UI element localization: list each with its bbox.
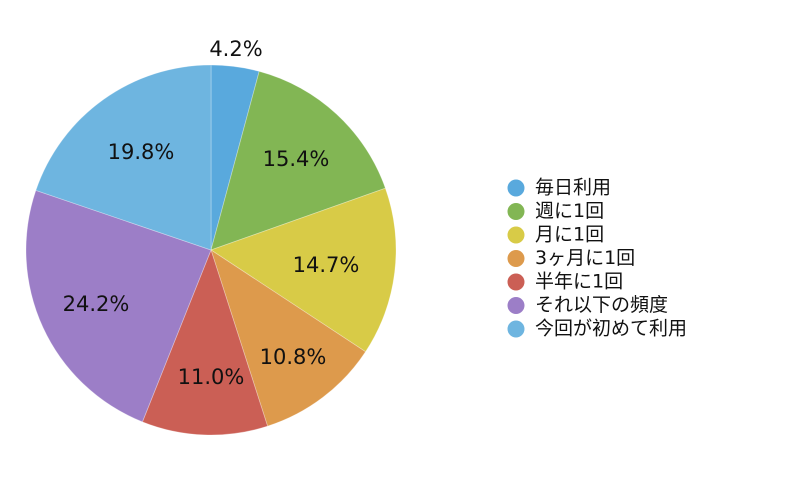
- legend-marker-5: [507, 273, 525, 291]
- legend-marker-1: [507, 179, 525, 197]
- slice-label-4: 10.8%: [260, 345, 327, 369]
- legend-marker-7: [507, 320, 525, 338]
- slice-label-1: 4.2%: [209, 37, 262, 61]
- legend-label-4: 3ヶ月に1回: [535, 247, 635, 269]
- pie-slice-4: [210, 249, 367, 427]
- legend-label-3: 月に1回: [535, 224, 604, 246]
- legend-marker-3: [507, 226, 525, 244]
- pie-slice-1: [210, 64, 260, 251]
- legend-marker-2: [507, 203, 525, 220]
- slice-label-6: 24.2%: [63, 292, 130, 316]
- legend-marker-6: [507, 297, 525, 314]
- legend-label-6: それ以下の頻度: [535, 294, 668, 316]
- legend-label-1: 毎日利用: [535, 177, 611, 199]
- pie-slice-7: [35, 64, 212, 251]
- pie-slice-6: [25, 189, 212, 423]
- pie-slice-5: [141, 248, 269, 436]
- slice-label-5: 11.0%: [178, 365, 245, 389]
- legend-label-2: 週に1回: [535, 200, 604, 222]
- legend-label-5: 半年に1回: [535, 271, 623, 293]
- slice-label-2: 15.4%: [263, 147, 330, 171]
- legend-marker-4: [507, 250, 525, 267]
- pie-slice-3: [210, 187, 397, 353]
- slice-label-7: 19.8%: [108, 140, 175, 164]
- pie-slice-2: [210, 70, 386, 251]
- pie-slices: [25, 64, 397, 436]
- pie-slice-labels: 4.2% 15.4% 14.7% 10.8% 11.0% 24.2% 19.8%: [63, 37, 360, 389]
- slice-label-3: 14.7%: [293, 253, 360, 277]
- legend-label-7: 今回が初めて利用: [535, 318, 687, 340]
